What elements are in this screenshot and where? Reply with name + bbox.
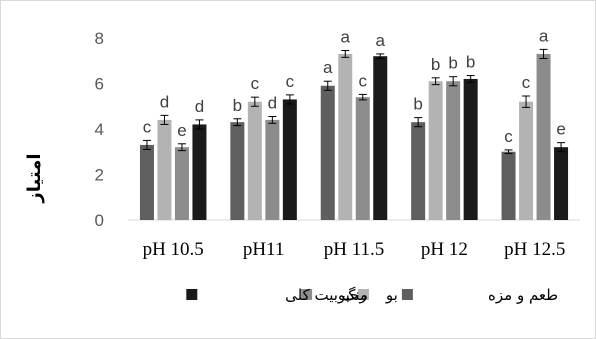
- significance-letter: e: [556, 120, 565, 139]
- significance-letter: c: [359, 71, 368, 90]
- bar: [230, 122, 245, 220]
- legend-swatch: [186, 289, 198, 300]
- bar: [373, 56, 388, 221]
- significance-letter: b: [466, 53, 475, 72]
- bar: [411, 122, 426, 220]
- significance-letter: c: [143, 117, 152, 136]
- legend-item: محبوبیت کلی: [186, 286, 368, 304]
- significance-letter: d: [160, 92, 169, 111]
- legend-swatch: [301, 289, 313, 300]
- bar: [265, 119, 280, 220]
- legend-label: بو: [385, 286, 398, 304]
- legend-label: محبوبیت کلی: [285, 286, 368, 304]
- legend-item: طعم و مزه: [401, 286, 558, 304]
- significance-letter: a: [539, 26, 549, 45]
- significance-letter: a: [341, 28, 351, 47]
- error-bars: [142, 48, 566, 155]
- y-axis-label: امتیاز: [24, 153, 45, 203]
- x-tick-label: pH 12.5: [504, 239, 565, 260]
- significance-letter: b: [431, 55, 440, 74]
- legend-label: رنگ: [342, 286, 367, 304]
- y-axis-ticks: 0 2 4 6 8: [95, 29, 104, 230]
- significance-letter: e: [177, 121, 186, 140]
- bar: [247, 101, 262, 220]
- significance-letter: d: [195, 97, 204, 116]
- y-tick-label: 4: [95, 120, 104, 139]
- significance-letter: a: [323, 58, 333, 77]
- bar: [554, 147, 569, 220]
- legend-item: رنگ: [301, 286, 367, 304]
- bar: [157, 119, 172, 220]
- bar: [139, 144, 154, 220]
- legend-label: طعم و مزه: [488, 286, 558, 304]
- x-tick-label: pH11: [243, 239, 285, 260]
- bar: [192, 124, 207, 220]
- bar: [463, 78, 478, 220]
- significance-letter: a: [376, 31, 386, 50]
- bar: [519, 101, 534, 220]
- significance-letter: b: [413, 95, 422, 114]
- bar: [501, 151, 516, 220]
- bar: [428, 81, 443, 220]
- y-tick-label: 2: [95, 166, 104, 185]
- legend-swatch: [357, 289, 369, 300]
- legend-swatch: [401, 289, 413, 300]
- significance-letter: c: [286, 72, 295, 91]
- significance-letter: c: [522, 73, 531, 92]
- significance-letter: d: [268, 93, 277, 112]
- x-tick-label: pH 11.5: [324, 239, 385, 260]
- bar: [446, 81, 461, 220]
- bars: [139, 53, 569, 221]
- bar: [320, 85, 335, 221]
- bar: [536, 53, 551, 220]
- significance-letter: b: [448, 54, 457, 73]
- x-tick-label: pH 10.5: [143, 239, 204, 260]
- bar: [282, 99, 297, 220]
- legend-item: بو: [357, 286, 398, 304]
- y-tick-label: 0: [95, 211, 104, 230]
- x-axis-ticks: pH 10.5 pH11 pH 11.5 pH 12 pH 12.5: [143, 239, 566, 260]
- significance-letter: c: [504, 127, 513, 146]
- x-tick-label: pH 12: [421, 239, 468, 260]
- significance-letter: b: [233, 96, 242, 115]
- bar: [174, 147, 189, 220]
- y-tick-label: 6: [95, 75, 104, 94]
- significance-letter: c: [251, 74, 260, 93]
- y-tick-label: 8: [95, 29, 104, 48]
- bar: [355, 97, 370, 220]
- bar: [338, 53, 353, 220]
